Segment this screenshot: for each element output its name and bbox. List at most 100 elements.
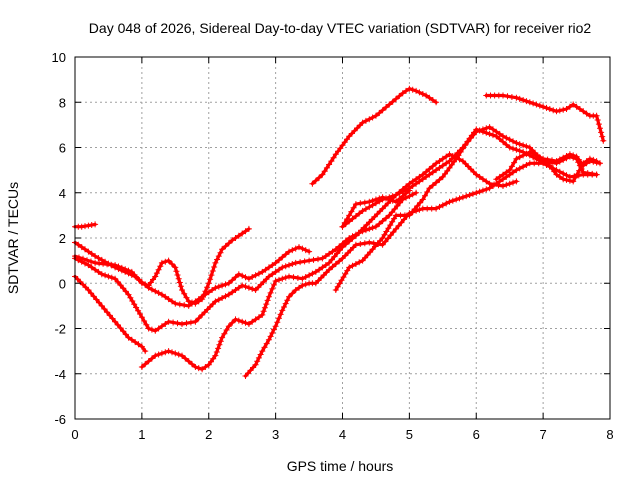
data-point (397, 199, 403, 206)
data-point (366, 219, 373, 226)
data-point (409, 86, 416, 93)
data-point (357, 241, 364, 247)
data-point (566, 103, 573, 110)
data-point (416, 206, 423, 213)
data-point (493, 128, 500, 135)
data-point (274, 319, 281, 326)
data-point (209, 287, 216, 293)
data-point (272, 268, 279, 275)
data-point (520, 163, 527, 170)
data-point (396, 196, 403, 202)
data-point (205, 280, 212, 287)
data-point (486, 130, 493, 137)
data-point (299, 282, 306, 289)
data-point (366, 198, 373, 205)
data-point (372, 200, 379, 207)
data-point (433, 99, 440, 106)
data-point (321, 168, 328, 175)
data-point (433, 160, 440, 167)
data-point (217, 338, 224, 345)
data-point (470, 168, 477, 175)
y-tick-label: 4 (59, 186, 66, 201)
data-point (104, 309, 111, 316)
data-point (212, 352, 219, 359)
data-point (342, 241, 349, 248)
data-point (269, 330, 276, 336)
data-point (366, 204, 373, 211)
data-point (506, 180, 513, 187)
data-point (520, 142, 527, 149)
data-point (92, 253, 99, 260)
data-point (356, 210, 363, 217)
data-point (578, 166, 585, 172)
data-point (328, 158, 335, 165)
data-point (265, 336, 272, 343)
data-point (344, 249, 351, 256)
data-point (376, 220, 383, 227)
data-point (536, 102, 543, 109)
data-point (95, 255, 102, 261)
data-point (342, 221, 349, 227)
data-point (114, 278, 121, 285)
data-point (85, 262, 92, 269)
data-point (597, 160, 603, 167)
data-point (299, 275, 306, 282)
data-point (419, 176, 426, 183)
data-point (344, 267, 351, 274)
data-point (142, 281, 149, 288)
data-point (312, 280, 319, 287)
data-point (199, 311, 206, 318)
data-point (513, 178, 520, 185)
data-point (242, 228, 249, 235)
series-line (243, 161, 599, 378)
data-point (479, 176, 486, 183)
data-point (553, 158, 560, 165)
data-point (383, 195, 389, 202)
data-point (152, 327, 159, 334)
data-point (362, 206, 369, 212)
data-point (508, 94, 515, 100)
data-point (169, 261, 175, 267)
data-point (213, 349, 220, 355)
data-point (232, 235, 239, 241)
data-point (286, 262, 292, 269)
data-point (158, 350, 165, 357)
data-point (85, 248, 92, 255)
data-point (209, 301, 216, 308)
data-point (563, 176, 570, 183)
data-point (82, 284, 89, 291)
data-series-2 (72, 225, 252, 307)
x-tick-label: 4 (339, 427, 346, 442)
data-point (508, 163, 515, 170)
data-point (394, 202, 401, 209)
data-point (446, 164, 453, 171)
data-point (183, 294, 190, 301)
data-point (417, 199, 424, 206)
data-point (479, 187, 486, 194)
data-point (199, 366, 206, 373)
data-point (263, 340, 270, 347)
data-point (516, 147, 523, 154)
data-point (560, 154, 567, 161)
data-point (232, 274, 239, 281)
data-point (379, 196, 386, 203)
data-point (371, 213, 378, 220)
data-point (493, 176, 500, 183)
data-point (117, 282, 124, 289)
y-tick-label: -4 (54, 367, 66, 382)
data-point (261, 304, 268, 311)
data-point (152, 273, 159, 280)
data-point (319, 264, 326, 271)
data-point (403, 186, 409, 193)
data-point (593, 171, 600, 178)
data-point (286, 248, 292, 255)
data-point (115, 265, 122, 272)
data-point (187, 319, 194, 326)
data-point (406, 193, 413, 200)
data-point (229, 289, 236, 296)
data-point (219, 334, 226, 341)
data-point (510, 169, 516, 176)
data-point (393, 225, 399, 232)
x-axis-label: GPS time / hours (287, 458, 394, 474)
data-point (235, 284, 242, 291)
